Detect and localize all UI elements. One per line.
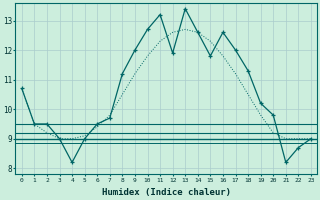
X-axis label: Humidex (Indice chaleur): Humidex (Indice chaleur) — [102, 188, 231, 197]
